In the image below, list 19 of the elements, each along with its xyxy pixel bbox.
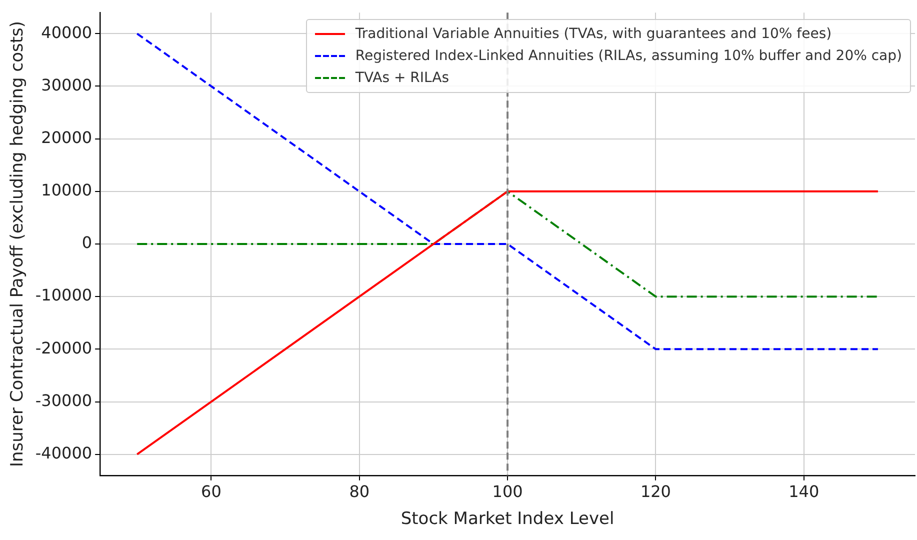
y-tick-label: 30000 — [41, 75, 92, 94]
legend-label: Registered Index-Linked Annuities (RILAs, assuming 10% buffer and 20% cap) — [355, 48, 902, 64]
y-tick-label: 20000 — [41, 128, 92, 147]
x-tick-label: 80 — [349, 482, 370, 502]
y-tick-label: -10000 — [35, 286, 92, 305]
y-tick-label: -40000 — [35, 444, 92, 463]
x-axis-title: Stock Market Index Level — [400, 509, 614, 530]
y-axis-title: Insurer Contractual Payoff (excluding hedging costs) — [8, 21, 28, 467]
y-tick-label: -20000 — [35, 338, 92, 358]
y-tick-label: 10000 — [41, 180, 92, 200]
x-tick-label: 140 — [788, 482, 820, 502]
legend-label: TVAs + RILAs — [355, 70, 449, 86]
x-tick-label: 120 — [640, 482, 671, 502]
x-tick-label: 60 — [201, 482, 222, 502]
legend-label: Traditional Variable Annuities (TVAs, with guarantees and 10% fees) — [355, 26, 832, 42]
y-tick-label: 40000 — [41, 22, 92, 42]
y-tick-label: -30000 — [35, 390, 92, 410]
y-tick-label: 0 — [82, 233, 92, 252]
x-tick-label: 100 — [492, 482, 523, 502]
